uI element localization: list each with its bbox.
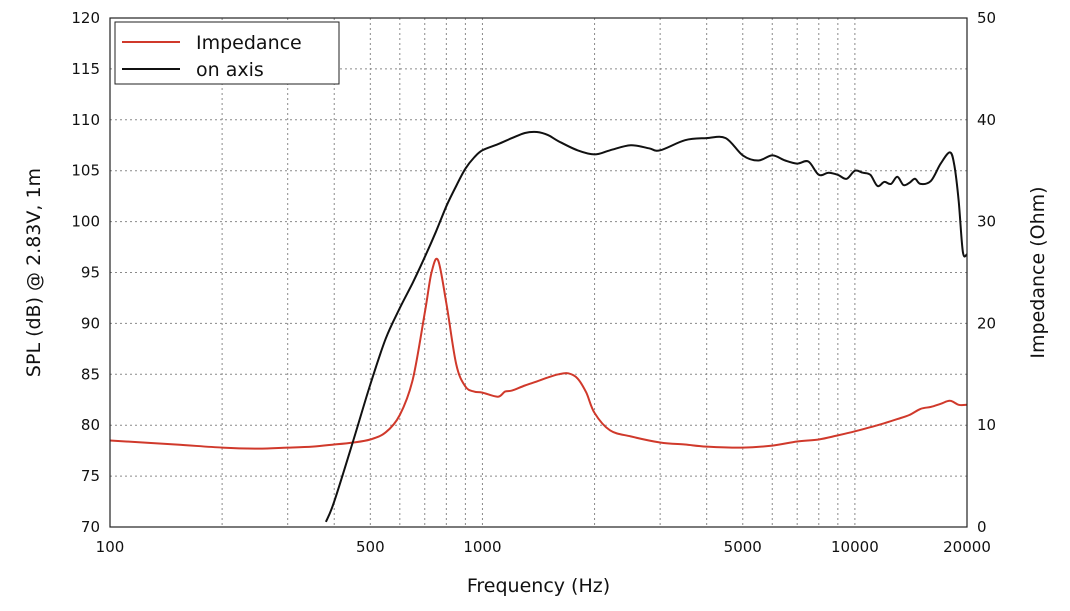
x-tick-label: 1000 xyxy=(463,538,501,556)
y-tick-label: 85 xyxy=(81,365,100,383)
y-tick-label: 105 xyxy=(71,162,100,180)
series-layer xyxy=(110,130,967,523)
x-tick-label: 100 xyxy=(96,538,125,556)
legend-box xyxy=(114,21,340,85)
y-tick-label: 115 xyxy=(71,60,100,78)
y-tick-label: 120 xyxy=(71,9,100,27)
y2-tick-label: 20 xyxy=(977,314,996,332)
legend: Impedance on axis xyxy=(114,21,340,85)
series-line-on-axis xyxy=(324,130,967,523)
y-tick-label: 90 xyxy=(81,314,100,332)
x-tick-label: 20000 xyxy=(943,538,991,556)
y-axis-title: SPL (dB) @ 2.83V, 1m xyxy=(23,168,45,377)
grid xyxy=(110,18,967,527)
y2-axis-title: Impedance (Ohm) xyxy=(1027,186,1049,358)
y2-tick-label: 40 xyxy=(977,111,996,129)
tick-labels: 100 500 1000 5000 10000 200007075808590951001… xyxy=(71,9,996,556)
y2-tick-label: 10 xyxy=(977,416,996,434)
y2-tick-label: 50 xyxy=(977,9,996,27)
plot-frame xyxy=(109,17,968,528)
legend-label-impedance: Impedance xyxy=(196,32,302,54)
series-line-impedance xyxy=(110,257,967,450)
y2-tick-label: 30 xyxy=(977,213,996,231)
y-tick-label: 75 xyxy=(81,467,100,485)
y-tick-label: 100 xyxy=(71,213,100,231)
y2-tick-label: 0 xyxy=(977,518,987,536)
x-axis-title: Frequency (Hz) xyxy=(467,575,610,597)
x-tick-label: 500 xyxy=(356,538,385,556)
y-tick-label: 95 xyxy=(81,264,100,282)
y-tick-label: 110 xyxy=(71,111,100,129)
y-tick-label: 80 xyxy=(81,416,100,434)
x-tick-label: 10000 xyxy=(831,538,879,556)
legend-label-on-axis: on axis xyxy=(196,59,264,81)
y-tick-label: 70 xyxy=(81,518,100,536)
x-tick-label: 5000 xyxy=(724,538,762,556)
